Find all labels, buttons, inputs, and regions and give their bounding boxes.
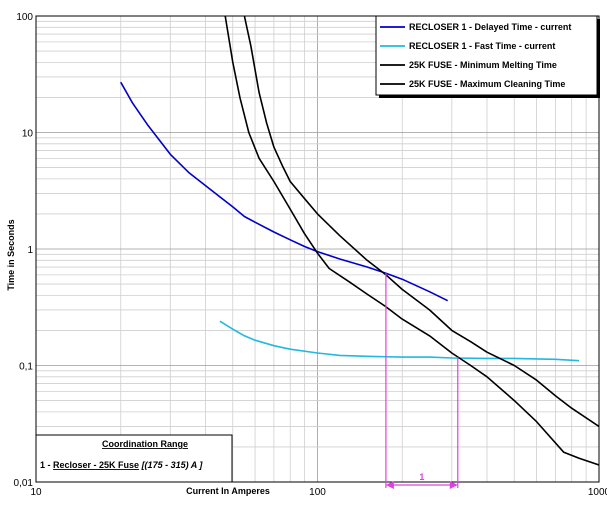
- x-tick-label: 10: [30, 487, 42, 498]
- range-arrow-head-right: [449, 481, 458, 489]
- y-tick-label: 100: [16, 12, 33, 23]
- range-label: 1: [419, 472, 424, 482]
- y-tick-label: 10: [22, 129, 34, 140]
- y-tick-label: 0,1: [19, 362, 33, 373]
- x-axis-label: Current In Amperes: [186, 486, 270, 496]
- series-layer: [120, 16, 599, 466]
- series-line-25k-fuse-minimum-melting-time: [224, 16, 599, 466]
- coordination-range-box: Coordination Range 1 - Recloser - 25K Fu…: [35, 434, 233, 483]
- x-tick-label: 100: [309, 487, 326, 498]
- y-tick-label: 0,01: [14, 478, 34, 489]
- legend-entry-label: 25K FUSE - Maximum Cleaning Time: [409, 79, 565, 89]
- range-arrow-head-left: [385, 481, 394, 489]
- y-axis-label: Time in Seconds: [6, 219, 16, 290]
- coordination-entry-prefix: 1 -: [40, 460, 53, 470]
- coordination-box: [35, 434, 233, 483]
- coordination-entry-range: [(175 - 315) A ]: [139, 460, 203, 470]
- grid: [35, 16, 599, 483]
- legend-entry-label: RECLOSER 1 - Fast Time - current: [409, 41, 555, 51]
- coordination-entry: 1 - Recloser - 25K Fuse [(175 - 315) A ]: [40, 460, 203, 470]
- coordination-range-markers: 1: [385, 273, 459, 489]
- series-line-25k-fuse-maximum-cleaning-time: [243, 16, 599, 428]
- legend-entry-label: 25K FUSE - Minimum Melting Time: [409, 60, 557, 70]
- coordination-title: Coordination Range: [102, 439, 188, 449]
- plot-frame: [35, 15, 600, 483]
- legend: RECLOSER 1 - Delayed Time - current RECLO…: [375, 15, 600, 98]
- legend-entry-label: RECLOSER 1 - Delayed Time - current: [409, 22, 571, 32]
- series-line-recloser-1-fast-time-current: [219, 320, 580, 362]
- legend-entries: RECLOSER 1 - Delayed Time - current RECLO…: [380, 22, 571, 89]
- legend-shadow-right: [597, 19, 600, 98]
- legend-shadow-bottom: [379, 95, 600, 98]
- y-tick-label: 1: [27, 245, 33, 256]
- coordination-entry-devices: Recloser - 25K Fuse: [53, 460, 139, 470]
